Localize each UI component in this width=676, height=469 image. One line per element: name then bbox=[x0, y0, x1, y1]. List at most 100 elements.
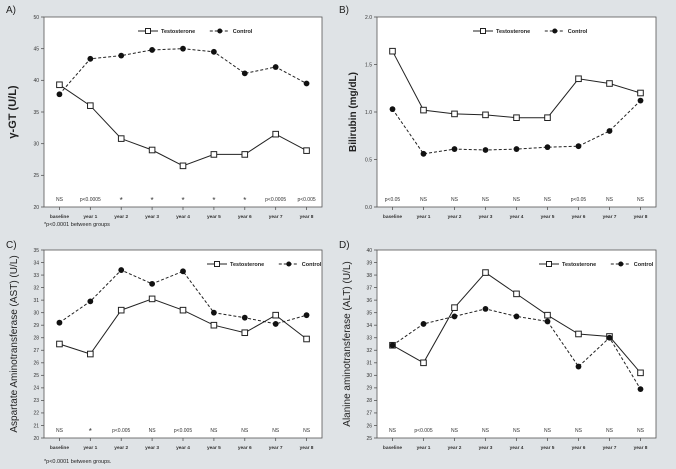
data-point-control bbox=[303, 80, 310, 87]
y-tick-label: 21 bbox=[33, 423, 39, 429]
footnote-top: *p<0.0001 between groups bbox=[44, 222, 110, 228]
data-point-control bbox=[420, 150, 427, 157]
data-point-control bbox=[87, 298, 94, 305]
significance-label: NS bbox=[544, 428, 552, 434]
significance-label: p<0.05 bbox=[571, 197, 587, 203]
legend-marker-circle bbox=[618, 261, 624, 267]
x-tick-label: year 8 bbox=[634, 445, 648, 451]
data-point-testosterone bbox=[87, 350, 94, 358]
data-point-control bbox=[241, 314, 248, 321]
y-tick-label: 26 bbox=[33, 361, 39, 367]
significance-label: NS bbox=[389, 428, 397, 434]
x-tick-label: baseline bbox=[50, 445, 70, 451]
legend-marker-circle bbox=[286, 261, 292, 267]
data-point-control bbox=[451, 146, 458, 152]
y-tick-label: 22 bbox=[33, 411, 39, 417]
x-tick-label: year 2 bbox=[448, 445, 462, 451]
x-tick-label: year 6 bbox=[238, 445, 252, 451]
y-axis-title: γ-GT (U/L) bbox=[7, 85, 19, 138]
data-point-control bbox=[451, 313, 458, 320]
data-point-testosterone bbox=[87, 102, 94, 109]
data-point-testosterone bbox=[303, 147, 310, 154]
data-point-testosterone bbox=[544, 114, 551, 122]
data-point-control bbox=[637, 386, 644, 393]
data-point-control bbox=[544, 144, 551, 151]
legend-label-control: Control bbox=[302, 262, 322, 268]
significance-label: NS bbox=[482, 428, 490, 434]
y-tick-label: 1.5 bbox=[365, 62, 372, 68]
significance-label: NS bbox=[451, 197, 459, 203]
legend-label-testosterone: Testosterone bbox=[562, 262, 596, 268]
x-tick-label: baseline bbox=[50, 214, 70, 220]
y-tick-label: 27 bbox=[33, 348, 39, 354]
data-point-testosterone bbox=[210, 151, 218, 158]
legend: Testosterone Control bbox=[138, 28, 253, 35]
y-tick-label: 37 bbox=[366, 285, 372, 291]
significance-label: NS bbox=[575, 428, 583, 434]
x-tick-label: year 3 bbox=[479, 445, 493, 451]
y-axis-title: Aspartate Aminotransferase (AST) (U/L) bbox=[9, 255, 20, 432]
y-tick-label: 25 bbox=[33, 173, 39, 179]
data-point-control bbox=[210, 48, 217, 55]
y-tick-label: 38 bbox=[366, 273, 372, 279]
y-tick-label: 20 bbox=[33, 205, 39, 211]
data-point-testosterone bbox=[272, 130, 279, 138]
data-point-control bbox=[575, 363, 582, 370]
significance-label: NS bbox=[56, 428, 64, 434]
y-tick-label: 30 bbox=[33, 141, 39, 147]
y-tick-label: 36 bbox=[366, 298, 372, 304]
data-point-testosterone bbox=[637, 369, 644, 377]
chart-panel-1: A) 20 25 30 35 40 45 50 baseline year 1 year 2 year… bbox=[6, 5, 323, 220]
data-point-control bbox=[118, 267, 125, 273]
data-point-control bbox=[513, 146, 520, 152]
data-point-testosterone bbox=[303, 335, 310, 343]
y-tick-label: 33 bbox=[366, 336, 372, 342]
y-tick-label: 35 bbox=[366, 310, 372, 316]
x-tick-label: year 5 bbox=[207, 445, 221, 451]
data-point-testosterone bbox=[210, 321, 218, 329]
y-tick-label: 31 bbox=[33, 298, 39, 304]
significance-label: NS bbox=[272, 428, 280, 434]
significance-label: * bbox=[89, 427, 92, 436]
data-point-control bbox=[56, 319, 63, 326]
significance-label: NS bbox=[241, 428, 249, 434]
x-tick-label: year 6 bbox=[238, 214, 252, 220]
series-line-control bbox=[392, 308, 641, 390]
y-tick-label: 1.0 bbox=[365, 110, 372, 116]
x-tick-label: year 1 bbox=[417, 214, 431, 220]
y-tick-label: 25 bbox=[33, 373, 39, 379]
x-tick-label: year 1 bbox=[83, 214, 97, 220]
significance-label: p<0.005 bbox=[414, 428, 432, 434]
panel-label: A) bbox=[6, 5, 16, 16]
data-point-testosterone bbox=[575, 330, 582, 338]
data-point-control bbox=[482, 306, 489, 312]
data-point-testosterone bbox=[148, 146, 156, 154]
x-tick-label: baseline bbox=[383, 214, 403, 220]
y-tick-label: 39 bbox=[366, 260, 372, 266]
significance-label: p<0.0005 bbox=[80, 197, 101, 203]
data-point-testosterone bbox=[179, 162, 187, 170]
data-point-testosterone bbox=[420, 359, 427, 367]
significance-label: NS bbox=[513, 197, 521, 203]
significance-label: NS bbox=[482, 197, 490, 203]
data-point-control bbox=[513, 313, 520, 320]
data-point-testosterone bbox=[513, 290, 520, 298]
panel-label: B) bbox=[339, 5, 349, 16]
significance-label: NS bbox=[210, 428, 218, 434]
x-tick-label: year 2 bbox=[448, 214, 462, 220]
legend: Testosterone Control bbox=[207, 261, 322, 268]
data-point-control bbox=[544, 318, 551, 325]
x-tick-label: year 7 bbox=[603, 214, 617, 220]
data-point-testosterone bbox=[451, 304, 458, 311]
data-point-control bbox=[241, 70, 248, 77]
y-tick-label: 24 bbox=[33, 386, 39, 392]
legend-marker-circle bbox=[552, 28, 558, 34]
y-tick-label: 0.5 bbox=[365, 157, 372, 163]
x-tick-label: baseline bbox=[383, 445, 403, 451]
y-tick-label: 34 bbox=[366, 323, 372, 329]
data-point-testosterone bbox=[117, 135, 125, 142]
y-tick-label: 29 bbox=[366, 386, 372, 392]
x-tick-label: year 2 bbox=[114, 445, 128, 451]
significance-label: NS bbox=[606, 197, 614, 203]
